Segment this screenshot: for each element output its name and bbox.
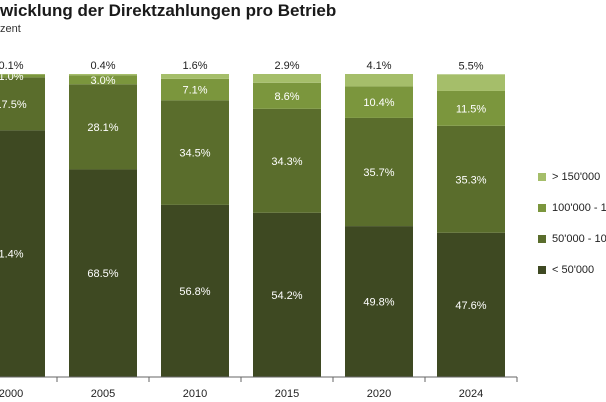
x-tick-label-2000: 2000 xyxy=(0,388,23,400)
x-tick-label-2005: 2005 xyxy=(91,388,115,400)
legend-label-gt-150000: > 150'000 xyxy=(552,171,601,183)
bar-segment-2015-s2 xyxy=(253,82,321,109)
bar-segment-2015-s0 xyxy=(253,212,321,377)
bar-segment-2005-s0 xyxy=(69,169,137,377)
data-label-2020-s0: 49.8% xyxy=(363,297,394,309)
data-label-2005-s2: 3.0% xyxy=(90,75,115,87)
data-label-2024-s3: 5.5% xyxy=(458,60,483,72)
data-label-2015-s1: 34.3% xyxy=(271,156,302,168)
data-label-2000-s0: 1.4% xyxy=(0,249,24,261)
bar-segment-2010-s0 xyxy=(161,204,229,377)
chart-title: wicklung der Direktzahlungen pro Betrieb xyxy=(0,1,337,20)
legend-swatch-100000 xyxy=(538,204,546,212)
bar-segment-2010-s3 xyxy=(161,74,229,79)
bar-segment-2020-s3 xyxy=(345,74,413,87)
legend-label-100000: 100'000 - 1 xyxy=(552,202,606,214)
data-label-2024-s2: 11.5% xyxy=(456,103,487,115)
x-tick-label-2010: 2010 xyxy=(183,388,207,400)
legend-item-50000: 50'000 - 10 xyxy=(538,232,606,246)
bar-group-2010: 56.8% 34.5% 7.1% 1.6% xyxy=(161,60,229,377)
data-label-2000-s2: 1.0% xyxy=(0,71,24,83)
legend-swatch-lt-50000 xyxy=(538,266,546,274)
bar-segment-2020-s0 xyxy=(345,226,413,377)
legend-label-50000: 50'000 - 10 xyxy=(552,233,606,245)
data-label-2020-s3: 4.1% xyxy=(366,60,391,72)
bar-group-2024: 47.6% 35.3% 11.5% 5.5% xyxy=(437,60,505,377)
bar-segment-2020-s1 xyxy=(345,117,413,227)
data-label-2020-s1: 35.7% xyxy=(363,167,394,179)
bar-segment-2000-s0 xyxy=(0,130,45,377)
bar-segment-2005-s2 xyxy=(69,75,137,85)
bar-segment-2024-s0 xyxy=(437,232,505,377)
bar-segment-2015-s3 xyxy=(253,74,321,83)
bar-segment-2005-s1 xyxy=(69,84,137,170)
data-label-2000-s3: 0.1% xyxy=(0,60,24,72)
data-label-2005-s0: 68.5% xyxy=(87,268,118,280)
data-label-2005-s1: 28.1% xyxy=(87,122,118,134)
bar-segment-2005-s3 xyxy=(69,74,137,76)
legend-swatch-50000 xyxy=(538,235,546,243)
bar-group-2015: 54.2% 34.3% 8.6% 2.9% xyxy=(253,60,321,377)
bar-segment-2000-s2 xyxy=(0,74,45,78)
data-label-2015-s0: 54.2% xyxy=(271,290,302,302)
legend-swatch-gt-150000 xyxy=(538,173,546,181)
data-label-2020-s2: 10.4% xyxy=(363,97,394,109)
x-tick-label-2024: 2024 xyxy=(459,388,483,400)
bar-segment-2010-s1 xyxy=(161,100,229,205)
data-label-2010-s3: 1.6% xyxy=(182,60,207,72)
bar-segment-2000-s1 xyxy=(0,77,45,131)
legend-item-lt-50000: < 50'000 xyxy=(538,263,606,277)
bar-segment-2015-s1 xyxy=(253,108,321,213)
data-label-2010-s1: 34.5% xyxy=(179,148,210,160)
bar-group-2005: 68.5% 28.1% 3.0% 0.4% xyxy=(69,60,137,377)
data-label-2015-s3: 2.9% xyxy=(274,60,299,72)
bar-segment-2020-s2 xyxy=(345,86,413,118)
bar-segment-2024-s2 xyxy=(437,90,505,126)
bar-segment-2010-s2 xyxy=(161,78,229,101)
legend-label-lt-50000: < 50'000 xyxy=(552,264,595,276)
data-label-2024-s1: 35.3% xyxy=(455,174,486,186)
data-label-2024-s0: 47.6% xyxy=(455,300,486,312)
legend-item-gt-150000: > 150'000 xyxy=(538,170,606,184)
bar-group-2000: 1.4% 17.5% 1.0%0.1% xyxy=(0,60,45,377)
data-label-2010-s0: 56.8% xyxy=(179,286,210,298)
data-label-2010-s2: 7.1% xyxy=(182,85,207,97)
data-label-2000-s1: 17.5% xyxy=(0,99,27,111)
data-label-2005-s3: 0.4% xyxy=(90,60,115,72)
chart-subtitle: zent xyxy=(0,23,21,35)
legend-item-100000: 100'000 - 1 xyxy=(538,201,606,215)
bar-segment-2024-s3 xyxy=(437,74,505,91)
legend: > 150'000 100'000 - 1 50'000 - 10 < 50'0… xyxy=(538,170,606,294)
bar-segment-2024-s1 xyxy=(437,125,505,233)
data-label-2015-s2: 8.6% xyxy=(274,91,299,103)
x-tick-label-2020: 2020 xyxy=(367,388,391,400)
x-tick-label-2015: 2015 xyxy=(275,388,299,400)
bar-group-2020: 49.8% 35.7% 10.4% 4.1% xyxy=(345,60,413,377)
